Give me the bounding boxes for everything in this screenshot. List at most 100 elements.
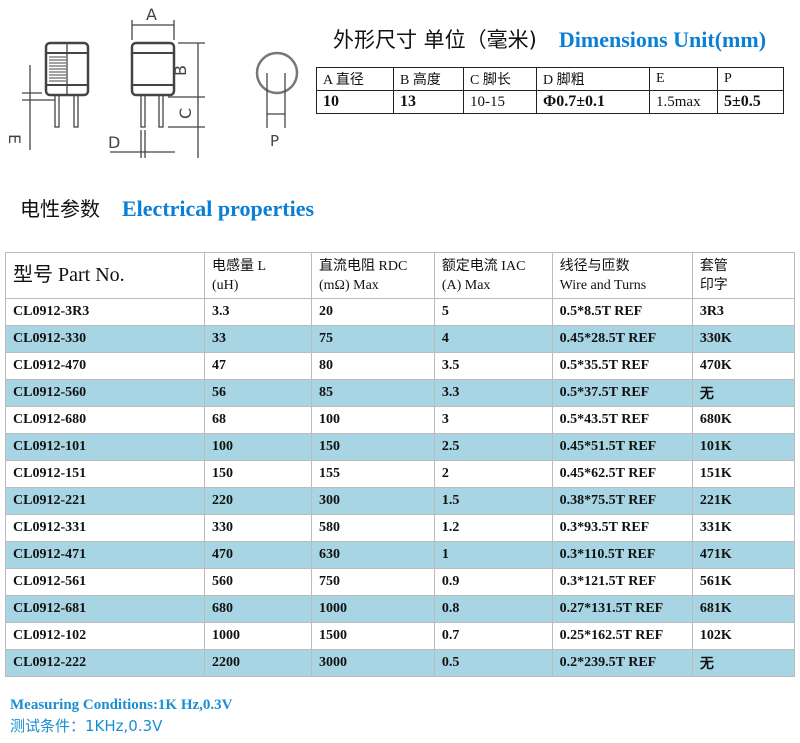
table-row: CL0912-151 150 155 2 0.45*62.5T REF 151K (5, 460, 796, 488)
table-cell: CL0912-330 (5, 325, 205, 353)
table-cell: CL0912-681 (5, 595, 205, 623)
label-a: A (146, 5, 157, 24)
table-cell: CL0912-470 (5, 352, 205, 380)
table-cell: 155 (311, 460, 435, 488)
table-cell: 580 (311, 514, 435, 542)
dimensions-title-cn: 外形尺寸 单位（毫米) (333, 28, 537, 52)
table-row: CL0912-471 470 630 1 0.3*110.5T REF 471K (5, 541, 796, 569)
dim-value: 5±0.5 (717, 90, 784, 114)
table-cell: CL0912-331 (5, 514, 205, 542)
column-header-line: (mΩ) Max (319, 277, 379, 293)
table-cell: 331K (691, 514, 796, 542)
table-cell: 681K (691, 595, 796, 623)
dim-value: 1.5max (649, 90, 718, 114)
table-cell: CL0912-222 (5, 649, 205, 677)
table-row: CL0912-101 100 150 2.5 0.45*51.5T REF 101K (5, 433, 796, 461)
table-cell: 3 (433, 406, 553, 434)
table-cell: 1000 (311, 595, 435, 623)
inductor-dimension-drawing: E A B C D P (5, 5, 299, 158)
column-header-line: 套管 (699, 258, 728, 274)
table-cell: 470 (203, 541, 313, 569)
electrical-title: 电性参数 Electrical properties (20, 193, 314, 222)
dimensions-value-row: 10 13 10-15 Φ0.7±0.1 1.5max 5±0.5 (316, 90, 784, 114)
table-cell: 1500 (311, 622, 435, 650)
table-row: CL0912-330 33 75 4 0.45*28.5T REF 330K (5, 325, 796, 353)
table-cell: 4 (433, 325, 553, 353)
dim-header: D 脚粗 (536, 67, 650, 91)
table-cell: 1.5 (433, 487, 553, 515)
table-row: CL0912-331 330 580 1.2 0.3*93.5T REF 331K (5, 514, 796, 542)
table-cell: 300 (311, 487, 435, 515)
table-row: CL0912-561 560 750 0.9 0.3*121.5T REF 561K (5, 568, 796, 596)
table-cell: 750 (311, 568, 435, 596)
table-row: CL0912-102 1000 1500 0.7 0.25*162.5T REF 102K (5, 622, 796, 650)
table-cell: 20 (311, 298, 435, 326)
table-cell: 56 (203, 379, 313, 407)
electrical-title-cn: 电性参数 (20, 197, 100, 221)
table-row: CL0912-221 220 300 1.5 0.38*75.5T REF 221K (5, 487, 796, 515)
table-cell: 0.5*43.5T REF (551, 406, 693, 434)
table-cell: 68 (203, 406, 313, 434)
table-row: CL0912-222 2200 3000 0.5 0.2*239.5T REF 无 (5, 649, 796, 677)
dimensions-header-row: A 直径 B 高度 C 脚长 D 脚粗 E P (316, 67, 784, 91)
column-header: 型号 Part No. (5, 252, 205, 299)
column-header: 电感量 L (uH) (203, 252, 313, 299)
table-cell: 2200 (203, 649, 313, 677)
table-cell: 470K (691, 352, 796, 380)
table-cell: 3.5 (433, 352, 553, 380)
label-d: D (108, 133, 120, 152)
table-cell: 330 (203, 514, 313, 542)
table-cell: 0.25*162.5T REF (551, 622, 693, 650)
table-cell: 85 (311, 379, 435, 407)
table-cell: 220 (203, 487, 313, 515)
table-cell: CL0912-151 (5, 460, 205, 488)
column-header: 套管 印字 (691, 252, 796, 299)
table-cell: 2.5 (433, 433, 553, 461)
column-header: 线径与匝数 Wire and Turns (551, 252, 693, 299)
table-cell: 1000 (203, 622, 313, 650)
table-cell: CL0912-102 (5, 622, 205, 650)
table-row: CL0912-470 47 80 3.5 0.5*35.5T REF 470K (5, 352, 796, 380)
electrical-header-row: 型号 Part No. 电感量 L (uH) 直流电阻 RDC (mΩ) Max 额定电流… (5, 252, 796, 299)
measuring-conditions-en: Measuring Conditions:1K Hz,0.3V (10, 697, 233, 713)
column-header-line: 型号 Part No. (13, 264, 125, 286)
label-e: E (5, 134, 24, 144)
dim-header: B 高度 (393, 67, 464, 91)
table-cell: 3.3 (433, 379, 553, 407)
table-cell: CL0912-680 (5, 406, 205, 434)
table-cell: 330K (691, 325, 796, 353)
table-cell: 680 (203, 595, 313, 623)
table-cell: 47 (203, 352, 313, 380)
table-cell: CL0912-101 (5, 433, 205, 461)
table-cell: 0.45*28.5T REF (551, 325, 693, 353)
table-cell: 5 (433, 298, 553, 326)
table-cell: 3000 (311, 649, 435, 677)
column-header-line: (uH) (211, 277, 239, 293)
table-cell: 0.45*51.5T REF (551, 433, 693, 461)
dim-value: 10 (316, 90, 394, 114)
dim-value: 13 (393, 90, 464, 114)
table-cell: 0.7 (433, 622, 553, 650)
table-cell: 0.5 (433, 649, 553, 677)
table-cell: 150 (311, 433, 435, 461)
dim-header: P (717, 67, 784, 91)
table-cell: 151K (691, 460, 796, 488)
column-header-line: 额定电流 IAC (441, 258, 526, 274)
table-cell: 0.45*62.5T REF (551, 460, 693, 488)
table-cell: CL0912-561 (5, 568, 205, 596)
table-cell: 无 (691, 379, 796, 407)
table-cell: 0.5*35.5T REF (551, 352, 693, 380)
table-cell: 0.3*93.5T REF (551, 514, 693, 542)
table-cell: 471K (691, 541, 796, 569)
table-cell: 560 (203, 568, 313, 596)
dim-header: A 直径 (316, 67, 394, 91)
table-cell: 102K (691, 622, 796, 650)
column-header: 直流电阻 RDC (mΩ) Max (311, 252, 435, 299)
column-header-line: (A) Max (441, 277, 491, 293)
table-cell: CL0912-3R3 (5, 298, 205, 326)
dimensions-table: A 直径 B 高度 C 脚长 D 脚粗 E P 10 13 10-15 Φ0.7… (316, 67, 784, 114)
table-cell: 0.27*131.5T REF (551, 595, 693, 623)
dim-value: Φ0.7±0.1 (536, 90, 650, 114)
table-cell: 0.8 (433, 595, 553, 623)
table-cell: 0.3*121.5T REF (551, 568, 693, 596)
